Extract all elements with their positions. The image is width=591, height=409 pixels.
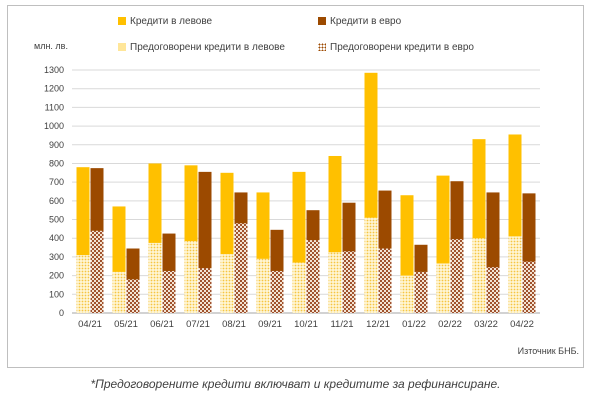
x-tick-label: 10/21 (294, 319, 318, 330)
legend-item-reneg-leva: Предоговорени кредити в левове (118, 42, 285, 53)
chart-plot: 0 100 200 300 400 500 600 700 800 900 1000 1100 1200… (44, 65, 540, 330)
bar-reneg-euro (198, 268, 212, 313)
y-tick-label: 1300 (44, 65, 64, 75)
legend-item-euro: Кредити в евро (318, 16, 401, 27)
x-tick-label: 02/22 (438, 319, 462, 330)
legend-swatch-reneg-euro (318, 43, 326, 51)
x-tick-label: 12/21 (366, 319, 390, 330)
bar-reneg-leva (76, 255, 90, 313)
y-tick-label: 200 (49, 271, 64, 281)
bar-reneg-euro (378, 248, 392, 313)
bar-reneg-euro (162, 270, 176, 313)
bar-reneg-leva (220, 254, 234, 313)
bar-reneg-euro (342, 251, 356, 313)
bar-reneg-euro (126, 279, 140, 313)
y-tick-label: 1000 (44, 121, 64, 131)
bar-reneg-leva (508, 236, 522, 313)
bar-reneg-euro (414, 271, 428, 313)
bar-reneg-leva (148, 242, 162, 313)
x-tick-label: 03/22 (474, 319, 498, 330)
y-tick-label: 400 (49, 233, 64, 243)
x-tick-label: 09/21 (258, 319, 282, 330)
x-tick-label: 05/21 (114, 319, 138, 330)
bar-reneg-euro (234, 223, 248, 313)
y-tick-label: 1200 (44, 84, 64, 94)
legend-item-reneg-euro: Предоговорени кредити в евро (318, 42, 474, 53)
x-tick-label: 08/21 (222, 319, 246, 330)
bar-reneg-leva (436, 263, 450, 313)
y-axis-label: млн. лв. (34, 41, 68, 51)
x-tick-label: 07/21 (186, 319, 210, 330)
x-tick-label: 04/22 (510, 319, 534, 330)
bar-reneg-euro (270, 270, 284, 313)
bar-reneg-leva (364, 217, 378, 313)
legend-label-leva: Кредити в левове (130, 16, 213, 27)
legend-item-leva: Кредити в левове (118, 16, 212, 27)
footnote: *Предоговорените кредити включват и кред… (90, 377, 501, 391)
bar-reneg-euro (306, 240, 320, 313)
legend-label-euro: Кредити в евро (330, 16, 402, 27)
bar-reneg-leva (472, 238, 486, 313)
chart-frame (7, 5, 584, 368)
bar-reneg-euro (450, 239, 464, 313)
source-note: Източник БНБ. (517, 346, 579, 356)
legend-label-reneg-leva: Предоговорени кредити в левове (130, 42, 285, 53)
y-tick-label: 700 (49, 177, 64, 187)
legend-swatch-reneg-leva (118, 43, 126, 51)
bar-reneg-euro (90, 230, 104, 313)
y-tick-label: 300 (49, 252, 64, 262)
y-tick-label: 600 (49, 196, 64, 206)
x-tick-label: 04/21 (78, 319, 102, 330)
bar-reneg-leva (256, 258, 270, 313)
bar-reneg-leva (112, 271, 126, 313)
y-tick-label: 800 (49, 158, 64, 168)
y-tick-label: 1100 (45, 102, 64, 112)
x-tick-label: 06/21 (150, 319, 174, 330)
bar-reneg-leva (184, 241, 198, 313)
legend-swatch-leva (118, 17, 126, 25)
bar-reneg-leva (328, 252, 342, 313)
y-tick-label: 900 (49, 140, 64, 150)
y-tick-label: 500 (49, 215, 64, 225)
y-tick-label: 0 (59, 308, 64, 318)
bar-reneg-euro (486, 267, 500, 313)
y-tick-label: 100 (49, 289, 64, 299)
x-tick-label: 01/22 (402, 319, 426, 330)
legend-label-reneg-euro: Предоговорени кредити в евро (330, 42, 474, 53)
bar-reneg-leva (292, 262, 306, 313)
bar-reneg-leva (400, 275, 414, 313)
bar-reneg-euro (522, 261, 536, 313)
legend-swatch-euro (318, 17, 326, 25)
x-tick-label: 11/21 (330, 319, 353, 330)
